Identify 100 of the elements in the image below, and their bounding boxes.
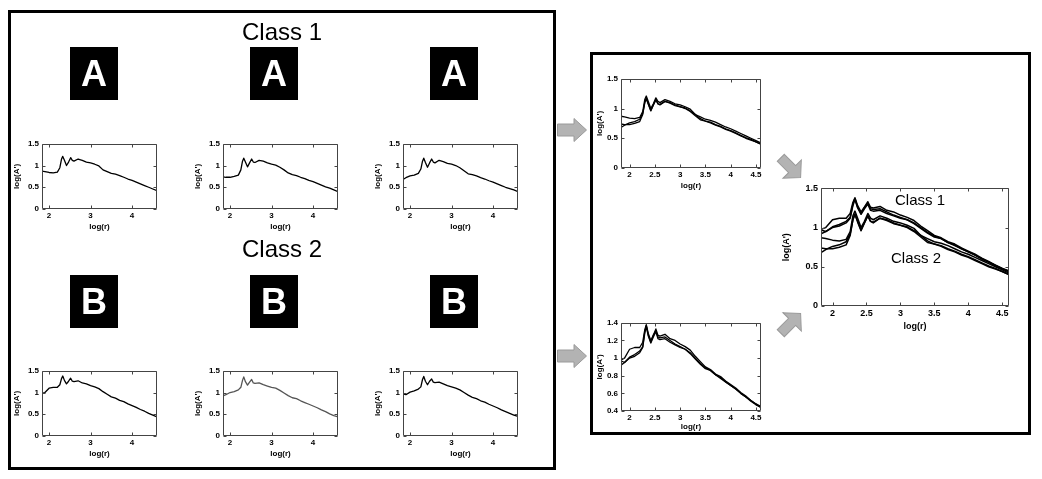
y-axis-title: log(A'): [373, 390, 382, 416]
y-tick-label: 1: [215, 387, 221, 397]
y-tick-label: 0.6: [606, 388, 619, 398]
x-tick-label: 2.5: [860, 307, 873, 318]
y-tick-label: 0.5: [27, 182, 40, 192]
x-tick-label: 2: [407, 438, 413, 447]
y-tick-label: 1.5: [27, 139, 40, 148]
text: B: [441, 280, 467, 322]
y-tick-label: 0.4: [606, 406, 619, 416]
x-axis-title: log(r): [89, 449, 111, 459]
x-tick-label: 3.5: [928, 307, 941, 318]
y-axis-title: log(A'): [595, 110, 604, 136]
x-axis-title: log(r): [680, 422, 702, 432]
x-tick-label: 4.5: [750, 413, 763, 422]
x-tick-label: 2.5: [649, 413, 661, 422]
y-tick-label: 1.5: [27, 366, 40, 375]
y-tick-label: 0: [215, 431, 221, 441]
y-tick-label: 1: [215, 160, 221, 170]
y-axis-title: log(A'): [595, 354, 604, 380]
y-tick-label: 1: [812, 222, 818, 233]
y-tick-label: 0.5: [27, 409, 40, 419]
y-tick-label: 0.5: [208, 182, 221, 192]
x-tick-label: 4: [965, 307, 971, 318]
x-tick-label: 4: [310, 438, 316, 447]
x-tick-label: 2: [627, 413, 633, 422]
annotation: Class 1: [894, 191, 946, 209]
text: Class 1: [242, 18, 323, 45]
y-tick-label: 0: [395, 204, 401, 214]
x-axis-title: log(r): [450, 222, 472, 232]
text: Class 2: [242, 235, 323, 262]
x-tick-label: 2: [227, 438, 233, 447]
annotation: Class 2: [890, 249, 942, 267]
x-axis-title: log(r): [89, 222, 111, 232]
text: A: [81, 52, 107, 94]
x-tick-label: 4.5: [750, 170, 763, 179]
y-tick-label: 1.2: [606, 335, 619, 345]
x-tick-label: 4: [728, 413, 734, 422]
y-tick-label: 1: [34, 160, 40, 170]
x-tick-label: 3: [677, 413, 683, 422]
text: A: [441, 52, 467, 94]
y-tick-label: 1.5: [208, 139, 221, 148]
x-tick-label: 3: [269, 438, 275, 447]
x-tick-label: 3: [88, 438, 94, 447]
y-tick-label: 0: [812, 300, 818, 311]
y-axis-title: log(A'): [193, 390, 202, 416]
y-tick-label: 1.4: [606, 318, 619, 327]
y-tick-label: 0: [215, 204, 221, 214]
x-tick-label: 2.5: [649, 170, 661, 179]
x-axis-title: log(r): [270, 449, 292, 459]
y-tick-label: 0.5: [388, 182, 401, 192]
x-tick-label: 3: [449, 211, 455, 220]
y-axis-title: log(A'): [12, 163, 21, 189]
x-tick-label: 4: [310, 211, 316, 220]
y-tick-label: 1.5: [388, 139, 401, 148]
y-axis-title: log(A'): [780, 233, 791, 262]
text: A: [261, 52, 287, 94]
x-tick-label: 3: [269, 211, 275, 220]
y-tick-label: 1: [34, 387, 40, 397]
text: B: [81, 280, 107, 322]
x-axis-title: log(r): [903, 321, 927, 332]
x-tick-label: 4: [490, 438, 496, 447]
y-tick-label: 0.5: [208, 409, 221, 419]
y-tick-label: 1.5: [606, 74, 619, 83]
x-tick-label: 2: [627, 170, 633, 179]
x-tick-label: 4: [490, 211, 496, 220]
text: B: [261, 280, 287, 322]
y-tick-label: 1.5: [388, 366, 401, 375]
x-tick-label: 4.5: [995, 307, 1009, 318]
y-tick-label: 0: [34, 204, 40, 214]
x-tick-label: 3.5: [699, 413, 712, 422]
x-tick-label: 3: [88, 211, 94, 220]
x-tick-label: 3: [449, 438, 455, 447]
x-tick-label: 2: [46, 211, 52, 220]
y-tick-label: 1.5: [208, 366, 221, 375]
y-tick-label: 0: [34, 431, 40, 441]
x-tick-label: 3.5: [699, 170, 712, 179]
y-tick-label: 0: [613, 163, 619, 173]
x-tick-label: 2: [227, 211, 233, 220]
y-tick-label: 0.5: [606, 133, 619, 143]
x-tick-label: 4: [129, 438, 135, 447]
y-tick-label: 0: [395, 431, 401, 441]
y-tick-label: 0.8: [606, 370, 619, 380]
x-tick-label: 4: [728, 170, 734, 179]
x-tick-label: 2: [46, 438, 52, 447]
x-tick-label: 2: [830, 307, 836, 318]
x-axis-title: log(r): [270, 222, 292, 232]
y-tick-label: 0.5: [388, 409, 401, 419]
y-tick-label: 1.5: [805, 182, 818, 193]
x-axis-title: log(r): [680, 181, 702, 191]
y-tick-label: 1: [395, 387, 401, 397]
y-tick-label: 1: [613, 103, 619, 113]
y-tick-label: 1: [613, 353, 619, 363]
y-tick-label: 1: [395, 160, 401, 170]
y-tick-label: 0.5: [805, 261, 818, 272]
x-tick-label: 2: [407, 211, 413, 220]
x-axis-title: log(r): [450, 449, 472, 459]
y-axis-title: log(A'): [373, 163, 382, 189]
x-tick-label: 3: [897, 307, 903, 318]
x-tick-label: 3: [677, 170, 683, 179]
y-axis-title: log(A'): [193, 163, 202, 189]
